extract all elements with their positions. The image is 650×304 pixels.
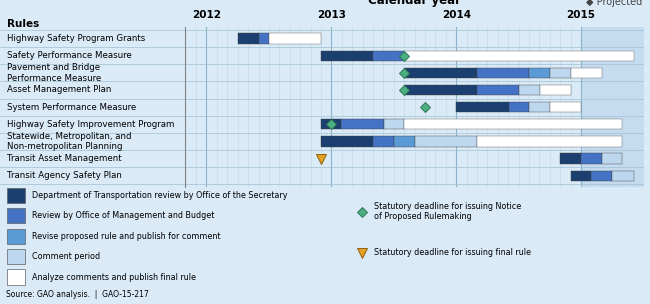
Text: ◆ Projected: ◆ Projected	[586, 0, 642, 7]
Bar	[478, 85, 519, 95]
Bar	[519, 85, 540, 95]
Text: Revise proposed rule and publish for comment: Revise proposed rule and publish for com…	[32, 232, 221, 241]
Bar	[550, 68, 571, 78]
Bar	[581, 27, 644, 187]
Text: Review by Office of Management and Budget: Review by Office of Management and Budge…	[32, 211, 215, 220]
Bar	[6, 208, 25, 223]
Bar	[415, 136, 478, 147]
Text: Statutory deadline for issuing final rule: Statutory deadline for issuing final rul…	[374, 248, 531, 257]
Bar	[612, 171, 634, 181]
Bar	[528, 68, 550, 78]
Text: Rules: Rules	[7, 19, 40, 29]
Text: Highway Safety Program Grants: Highway Safety Program Grants	[7, 34, 146, 43]
Bar	[603, 154, 622, 164]
Text: Highway Safety Improvement Program: Highway Safety Improvement Program	[7, 120, 175, 129]
Bar	[384, 119, 404, 130]
Text: Pavement and Bridge
Performance Measure: Pavement and Bridge Performance Measure	[7, 63, 101, 83]
Bar	[6, 249, 25, 264]
Text: System Performance Measure: System Performance Measure	[7, 103, 136, 112]
Bar	[478, 68, 528, 78]
Bar	[6, 229, 25, 244]
Text: Statutory deadline for issuing Notice
of Proposed Rulemaking: Statutory deadline for issuing Notice of…	[374, 202, 521, 221]
Text: Asset Management Plan: Asset Management Plan	[7, 85, 112, 95]
Bar	[341, 119, 383, 130]
Text: Analyze comments and publish final rule: Analyze comments and publish final rule	[32, 273, 196, 282]
Bar	[321, 119, 341, 130]
Text: Statewide, Metropolitan, and
Non-metropolitan Planning: Statewide, Metropolitan, and Non-metropo…	[7, 132, 132, 151]
Bar	[528, 102, 550, 112]
Text: Transit Asset Management: Transit Asset Management	[7, 154, 122, 163]
Bar	[540, 85, 571, 95]
Text: Calendar year: Calendar year	[368, 0, 461, 7]
Bar	[259, 33, 269, 44]
Bar	[571, 68, 603, 78]
Bar	[6, 188, 25, 203]
Bar	[394, 136, 415, 147]
Bar	[571, 171, 591, 181]
Bar	[321, 136, 372, 147]
Bar	[550, 102, 581, 112]
Bar	[404, 50, 634, 61]
Text: Transit Agency Safety Plan: Transit Agency Safety Plan	[7, 171, 122, 180]
Text: Department of Transportation review by Office of the Secretary: Department of Transportation review by O…	[32, 191, 288, 200]
Bar	[404, 119, 622, 130]
Bar	[372, 50, 404, 61]
Bar	[509, 102, 528, 112]
Bar	[6, 269, 25, 285]
Bar	[456, 102, 509, 112]
Bar	[321, 50, 372, 61]
Bar	[404, 85, 478, 95]
Text: Comment period: Comment period	[32, 252, 101, 261]
Bar	[560, 154, 581, 164]
Bar	[269, 33, 321, 44]
Bar	[372, 136, 394, 147]
Bar	[404, 68, 478, 78]
Bar	[591, 171, 612, 181]
Bar	[238, 33, 259, 44]
Bar	[581, 154, 603, 164]
Text: Safety Performance Measure: Safety Performance Measure	[7, 51, 132, 60]
Text: Source: GAO analysis.  |  GAO-15-217: Source: GAO analysis. | GAO-15-217	[6, 290, 150, 299]
Bar	[478, 136, 622, 147]
